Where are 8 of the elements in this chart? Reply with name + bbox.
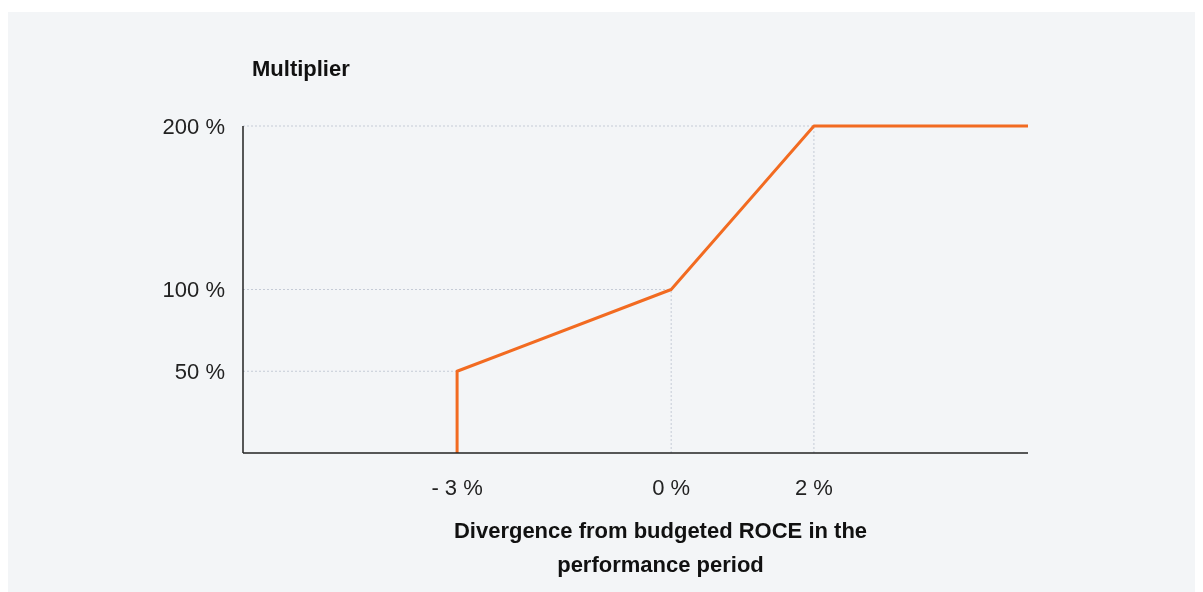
y-tick-label: 200 %	[162, 113, 225, 139]
x-tick-label: - 3 %	[431, 475, 483, 500]
y-tick-label: 100 %	[162, 277, 225, 303]
y-axis-title: Multiplier	[252, 56, 351, 81]
x-tick-label: 0 %	[652, 475, 691, 500]
x-tick-label: 2 %	[794, 475, 833, 500]
x-axis-title: Divergence from budgeted ROCE in the performance period	[453, 518, 868, 577]
y-tick-label: 50 %	[174, 358, 225, 384]
